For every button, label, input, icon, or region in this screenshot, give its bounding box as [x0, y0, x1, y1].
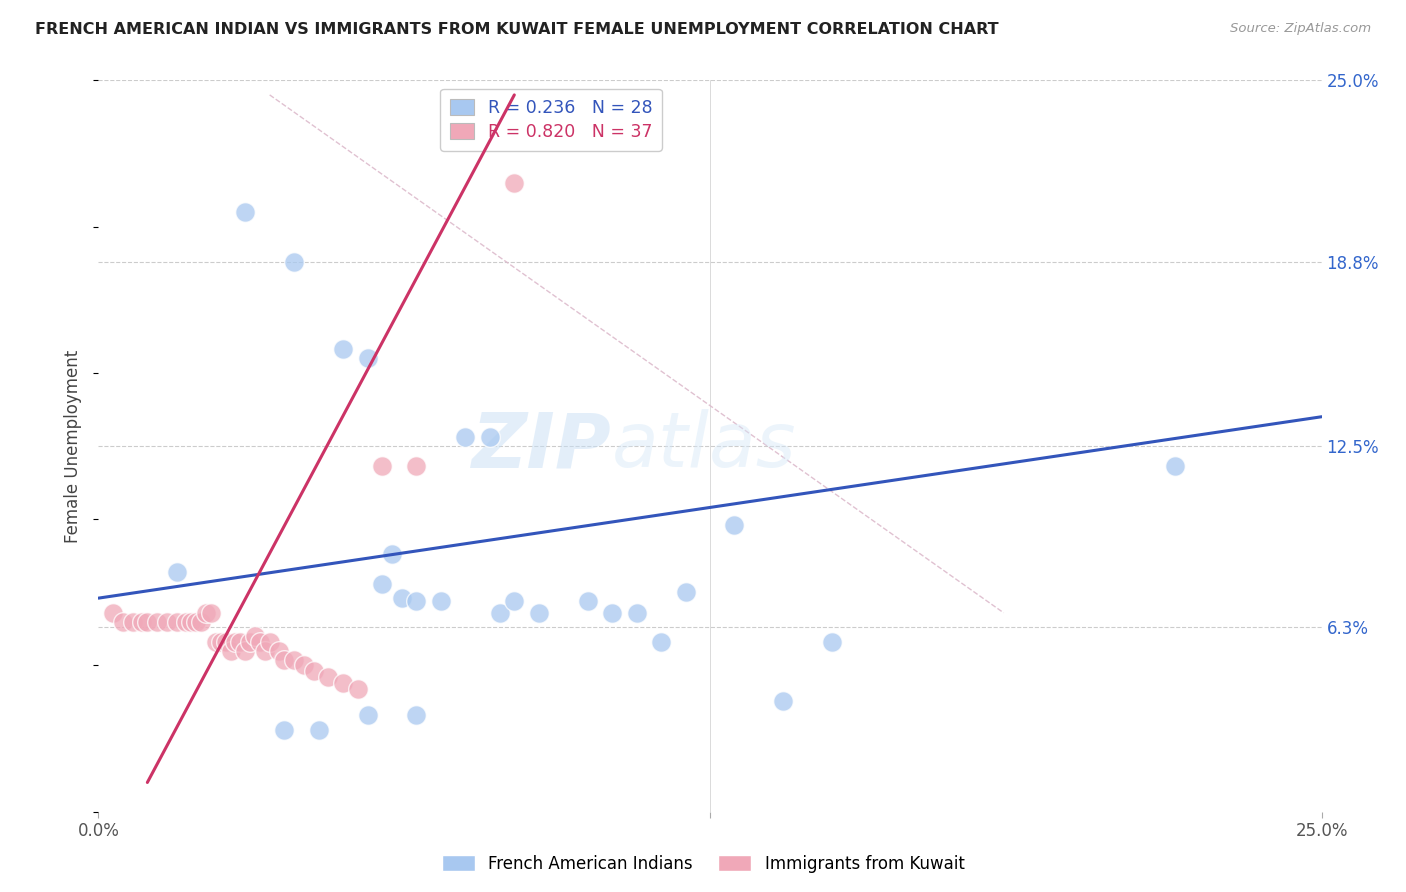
Point [576, 594, 599, 608]
Legend: French American Indians, Immigrants from Kuwait: French American Indians, Immigrants from… [434, 848, 972, 880]
Point [283, 652, 305, 666]
Point [356, 351, 378, 366]
Point [308, 723, 330, 737]
Text: FRENCH AMERICAN INDIAN VS IMMIGRANTS FROM KUWAIT FEMALE UNEMPLOYMENT CORRELATION: FRENCH AMERICAN INDIAN VS IMMIGRANTS FRO… [35, 22, 998, 37]
Point [243, 629, 266, 643]
Text: atlas: atlas [612, 409, 797, 483]
Point [626, 606, 648, 620]
Y-axis label: Female Unemployment: Female Unemployment [65, 350, 83, 542]
Point [253, 644, 276, 658]
Point [273, 723, 295, 737]
Point [219, 644, 242, 658]
Text: Source: ZipAtlas.com: Source: ZipAtlas.com [1230, 22, 1371, 36]
Point [176, 615, 198, 629]
Point [650, 635, 672, 649]
Point [259, 635, 281, 649]
Point [723, 518, 745, 533]
Point [381, 547, 404, 561]
Point [302, 665, 325, 679]
Point [195, 606, 218, 620]
Point [1164, 459, 1187, 474]
Point [121, 615, 143, 629]
Point [675, 585, 697, 599]
Point [527, 606, 550, 620]
Point [430, 594, 453, 608]
Text: ZIP: ZIP [472, 409, 612, 483]
Point [292, 658, 315, 673]
Point [600, 606, 623, 620]
Point [224, 635, 246, 649]
Point [454, 430, 477, 444]
Point [318, 670, 340, 684]
Point [269, 644, 291, 658]
Point [101, 606, 124, 620]
Point [200, 606, 222, 620]
Point [772, 693, 794, 707]
Point [239, 635, 262, 649]
Point [405, 594, 427, 608]
Point [821, 635, 844, 649]
Point [229, 635, 252, 649]
Point [166, 565, 188, 579]
Point [180, 615, 202, 629]
Point [166, 615, 188, 629]
Point [478, 430, 501, 444]
Point [273, 652, 295, 666]
Point [233, 205, 256, 219]
Point [332, 676, 354, 690]
Point [391, 591, 413, 606]
Point [356, 708, 378, 723]
Point [332, 343, 354, 357]
Point [503, 176, 526, 190]
Point [283, 254, 305, 268]
Point [405, 459, 427, 474]
Point [214, 635, 236, 649]
Point [371, 459, 394, 474]
Point [205, 635, 228, 649]
Legend: R = 0.236   N = 28, R = 0.820   N = 37: R = 0.236 N = 28, R = 0.820 N = 37 [440, 89, 662, 151]
Point [488, 606, 510, 620]
Point [146, 615, 169, 629]
Point [186, 615, 208, 629]
Point [503, 594, 526, 608]
Point [405, 708, 427, 723]
Point [131, 615, 153, 629]
Point [156, 615, 179, 629]
Point [346, 681, 368, 696]
Point [111, 615, 134, 629]
Point [371, 576, 394, 591]
Point [209, 635, 232, 649]
Point [233, 644, 256, 658]
Point [249, 635, 271, 649]
Point [190, 615, 212, 629]
Point [136, 615, 159, 629]
